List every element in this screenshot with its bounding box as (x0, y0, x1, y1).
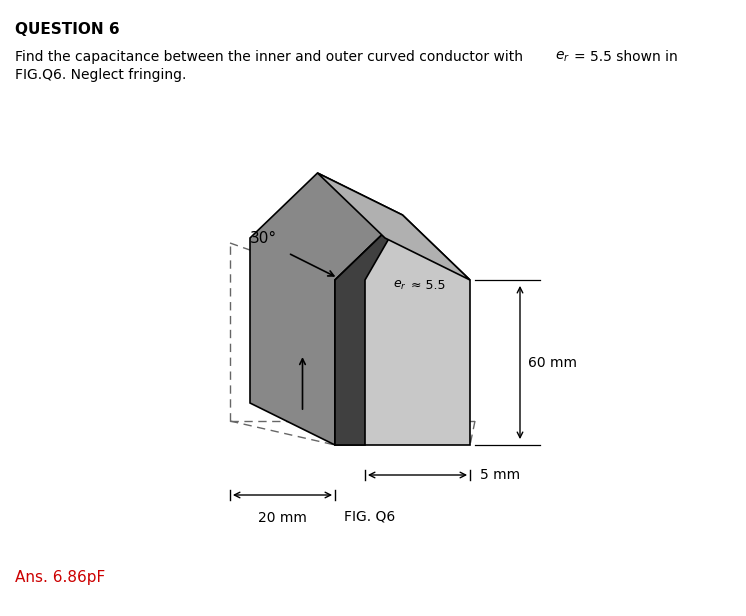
Text: 30°: 30° (249, 230, 277, 246)
Text: 60 mm: 60 mm (528, 355, 577, 370)
Text: FIG. Q6: FIG. Q6 (345, 510, 395, 524)
Text: 5 mm: 5 mm (480, 468, 520, 482)
Text: QUESTION 6: QUESTION 6 (15, 22, 119, 37)
Text: $e_r$: $e_r$ (555, 50, 570, 65)
Polygon shape (318, 173, 470, 280)
Text: Ans. 6.86pF: Ans. 6.86pF (15, 570, 105, 585)
Text: = 5.5 shown in: = 5.5 shown in (574, 50, 678, 64)
Polygon shape (335, 215, 403, 445)
Text: ≈ 5.5: ≈ 5.5 (410, 278, 445, 291)
Text: FIG.Q6. Neglect fringing.: FIG.Q6. Neglect fringing. (15, 68, 186, 82)
Text: Find the capacitance between the inner and outer curved conductor with: Find the capacitance between the inner a… (15, 50, 527, 64)
Polygon shape (250, 173, 403, 445)
Polygon shape (335, 215, 470, 445)
Text: 20 mm: 20 mm (258, 511, 307, 525)
Text: $e_r$: $e_r$ (392, 278, 407, 291)
